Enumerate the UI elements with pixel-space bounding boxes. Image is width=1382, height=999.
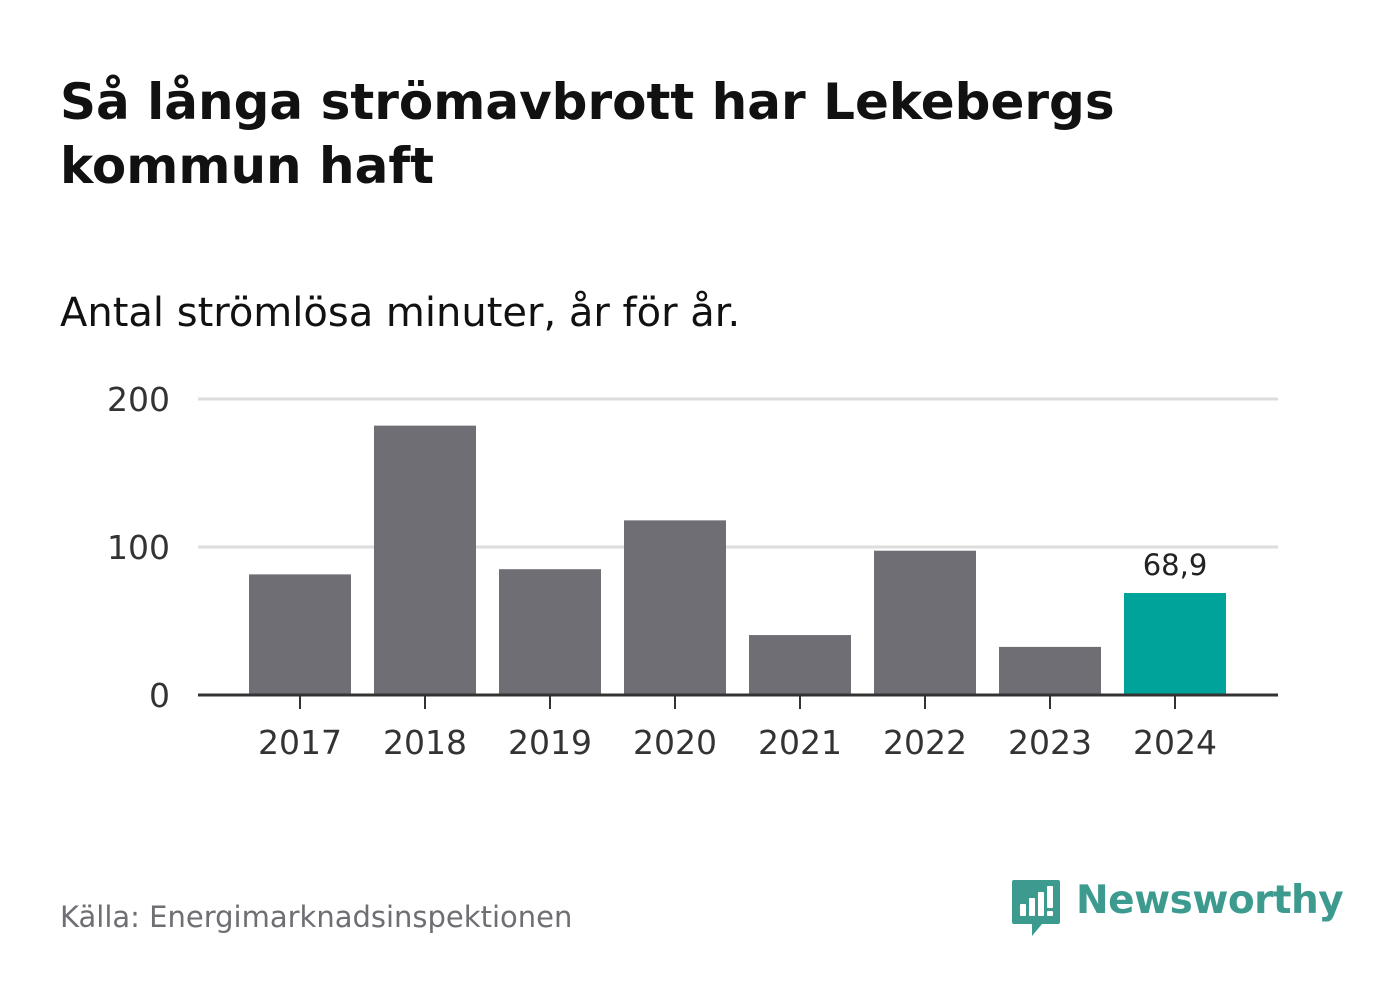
- x-tick-label: 2023: [1008, 723, 1092, 762]
- x-tick-label: 2022: [883, 723, 967, 762]
- x-tick-label: 2020: [633, 723, 717, 762]
- x-tick-label: 2017: [258, 723, 342, 762]
- y-tick-label: 100: [107, 528, 170, 567]
- y-tick-label: 0: [149, 676, 170, 715]
- bar-2021: [749, 635, 851, 695]
- bar-2020: [624, 520, 726, 695]
- bar-2022: [874, 550, 976, 695]
- x-axis: [198, 693, 1278, 709]
- x-tick-label: 2021: [758, 723, 842, 762]
- bar-2019: [499, 569, 601, 695]
- x-tick-label: 2024: [1133, 723, 1217, 762]
- source-note: Källa: Energimarknadsinspektionen: [60, 900, 573, 934]
- bar-2017: [249, 574, 351, 695]
- gridlines: [198, 397, 1278, 549]
- bar-2024: [1124, 593, 1226, 695]
- x-tick-label: 2018: [383, 723, 467, 762]
- brand-name: Newsworthy: [1076, 878, 1344, 923]
- chart-title: Så långa strömavbrott har Lekebergs komm…: [60, 73, 1115, 195]
- x-tick-label: 2019: [508, 723, 592, 762]
- newsworthy-logo-icon: [1012, 880, 1060, 936]
- bar-2023: [999, 646, 1101, 695]
- bar-2018: [374, 425, 476, 695]
- newsworthy-brand: Newsworthy: [1010, 878, 1344, 940]
- bar-chart: 0 100 200 2017 2018 2019 2020 2021 2022 2023 2024 6…: [107, 380, 1278, 762]
- bars: [249, 425, 1226, 695]
- chart-subtitle: Antal strömlösa minuter, år för år.: [60, 290, 741, 336]
- data-label-highlight: 68,9: [1143, 548, 1208, 582]
- labels: 0 100 200 2017 2018 2019 2020 2021 2022 2023 2024 6…: [107, 380, 1217, 762]
- y-tick-label: 200: [107, 380, 170, 419]
